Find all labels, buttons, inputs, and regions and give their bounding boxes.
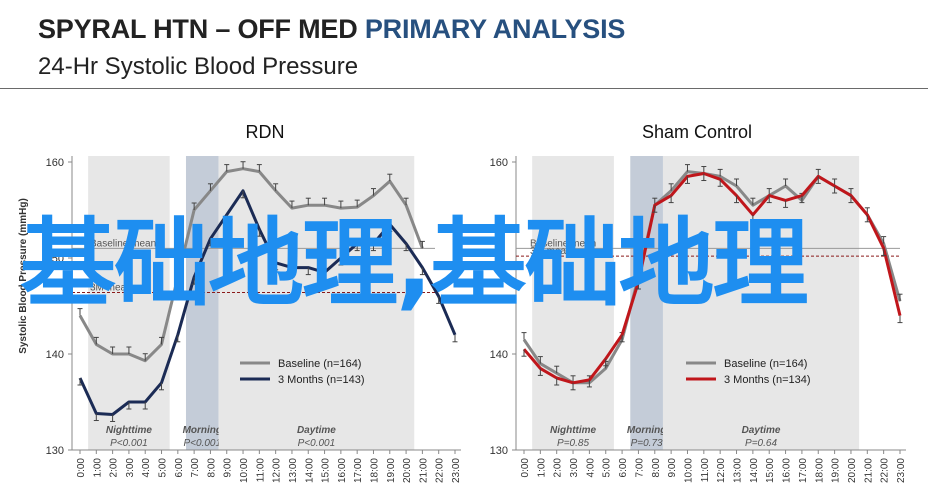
chart1-xtick-label-18: 18:00: [369, 458, 380, 483]
slide-title: SPYRAL HTN – OFF MED PRIMARY ANALYSIS: [38, 14, 625, 45]
chart1-period-2-name: Daytime: [297, 425, 336, 436]
chart2-ref-label-0: Baseline mean: [530, 238, 596, 249]
chart1-period-1-name: Morning: [183, 425, 222, 436]
chart1-xtick-label-2: 2:00: [109, 458, 120, 478]
chart1-series-0-line: [78, 167, 424, 363]
chart1-xtick-label-8: 8:00: [206, 458, 217, 478]
chart1-ytick-label-160: 160: [46, 157, 64, 169]
chart1-xtick-label-9: 9:00: [223, 458, 234, 478]
chart1-ylabel: Systolic Blood Pressure (mmHg): [18, 198, 29, 354]
chart2-xtick-label-12: 12:00: [716, 458, 727, 483]
chart1-xtick-label-16: 16:00: [337, 458, 348, 483]
chart1-xtick-label-13: 13:00: [288, 458, 299, 483]
chart1-period-0-p: P<0.001: [110, 438, 148, 449]
chart2-xtick-label-0: 0:00: [520, 458, 531, 478]
chart2-xtick-label-9: 9:00: [667, 458, 678, 478]
chart2-period-0-name: Nighttime: [550, 425, 597, 436]
chart1-period-2-p: P<0.001: [298, 438, 336, 449]
chart1-legend-label-1: 3 Months (n=143): [278, 374, 365, 386]
chart2-xtick-label-15: 15:00: [765, 458, 776, 483]
chart1-xtick-label-6: 6:00: [174, 458, 185, 478]
chart2-xtick-label-5: 5:00: [602, 458, 613, 478]
chart1-title: RDN: [246, 122, 285, 142]
chart1-xtick-label-7: 7:00: [190, 458, 201, 478]
chart1-period-1-p: P<0.001: [184, 438, 222, 449]
chart1-xtick-label-22: 22:00: [435, 458, 446, 483]
chart1-xtick-label-21: 21:00: [418, 458, 429, 483]
chart2-period-0-p: P=0.85: [557, 438, 589, 449]
chart2-ytick-label-130: 130: [490, 445, 508, 457]
chart2-title: Sham Control: [642, 122, 752, 142]
chart2-xtick-label-11: 11:00: [700, 458, 711, 483]
watermark-text: 基础地理,基础地理: [20, 208, 808, 320]
chart2-xtick-label-23: 23:00: [896, 458, 907, 483]
chart2-xtick-label-3: 3:00: [569, 458, 580, 478]
chart1-ref-label-0: Baseline mean: [90, 238, 156, 249]
chart1-xtick-label-14: 14:00: [304, 458, 315, 483]
chart1-period-1-band: [185, 156, 219, 450]
chart1-ref-label-1: 3M mean: [90, 283, 132, 294]
chart1-xtick-label-23: 23:00: [451, 458, 462, 483]
chart2-xtick-label-8: 8:00: [651, 458, 662, 478]
chart1-xtick-label-1: 1:00: [92, 458, 103, 478]
chart1-xtick-label-10: 10:00: [239, 458, 250, 483]
chart2-xtick-label-20: 20:00: [847, 458, 858, 483]
chart2-period-2-name: Daytime: [742, 425, 781, 436]
chart2-xtick-label-7: 7:00: [634, 458, 645, 478]
chart2-ref-label-1: 3M mean: [530, 246, 572, 257]
chart1-xtick-label-19: 19:00: [386, 458, 397, 483]
chart2-xtick-label-6: 6:00: [618, 458, 629, 478]
chart1-xtick-label-11: 11:00: [255, 458, 266, 483]
chart1-legend-label-0: Baseline (n=164): [278, 358, 361, 370]
chart2-xtick-label-1: 1:00: [536, 458, 547, 478]
slide-header: SPYRAL HTN – OFF MED PRIMARY ANALYSIS 24…: [0, 0, 928, 89]
chart2-xtick-label-14: 14:00: [749, 458, 760, 483]
chart1-xtick-label-3: 3:00: [125, 458, 136, 478]
slide-subtitle: 24-Hr Systolic Blood Pressure: [38, 53, 359, 80]
chart2-xtick-label-22: 22:00: [880, 458, 891, 483]
chart2-xtick-label-17: 17:00: [798, 458, 809, 483]
chart1-xtick-label-4: 4:00: [141, 458, 152, 478]
chart1-xtick-label-0: 0:00: [76, 458, 87, 478]
chart1-period-0-name: Nighttime: [106, 425, 153, 436]
chart2-xtick-label-4: 4:00: [585, 458, 596, 478]
chart2-xtick-label-19: 19:00: [831, 458, 842, 483]
chart2-period-1-name: Morning: [627, 425, 666, 436]
chart2-series-1-line: [522, 172, 902, 385]
chart2-xtick-label-2: 2:00: [553, 458, 564, 478]
chart2-legend-label-1: 3 Months (n=134): [724, 374, 811, 386]
chart2-xtick-label-16: 16:00: [782, 458, 793, 483]
chart1-xtick-label-17: 17:00: [353, 458, 364, 483]
title-main: SPYRAL HTN – OFF MED: [38, 14, 358, 44]
chart1-xtick-label-12: 12:00: [272, 458, 283, 483]
title-accent: PRIMARY ANALYSIS: [364, 14, 626, 44]
chart2-legend-label-0: Baseline (n=164): [724, 358, 807, 370]
chart1-xtick-label-15: 15:00: [321, 458, 332, 483]
chart2-ytick-label-160: 160: [490, 157, 508, 169]
chart1-ytick-label-150: 150: [46, 253, 64, 265]
chart1-series-1-line: [78, 189, 457, 416]
chart2-xtick-label-10: 10:00: [683, 458, 694, 483]
chart1-xtick-label-20: 20:00: [402, 458, 413, 483]
chart2-period-2-p: P=0.64: [745, 438, 777, 449]
chart2-xtick-label-18: 18:00: [814, 458, 825, 483]
chart2-ytick-label-140: 140: [490, 349, 508, 361]
chart1-ytick-label-140: 140: [46, 349, 64, 361]
chart2-period-0-band: [532, 156, 614, 450]
chart1-xtick-label-5: 5:00: [158, 458, 169, 478]
chart2-xtick-label-21: 21:00: [863, 458, 874, 483]
chart2-period-1-p: P=0.73: [631, 438, 663, 449]
chart1-ytick-label-130: 130: [46, 445, 64, 457]
chart2-xtick-label-13: 13:00: [733, 458, 744, 483]
